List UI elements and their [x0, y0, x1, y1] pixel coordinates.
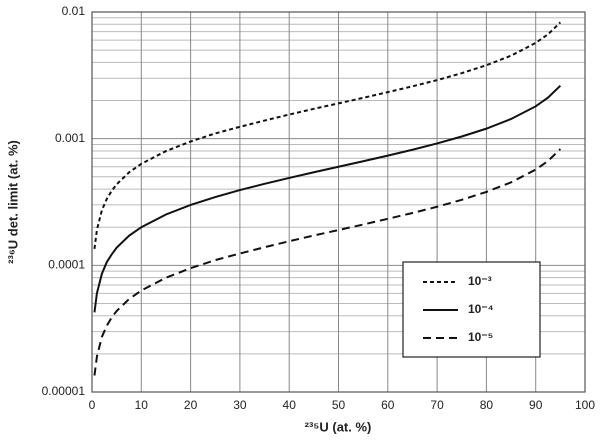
- x-tick-label: 40: [283, 398, 297, 412]
- x-tick-label: 10: [135, 398, 149, 412]
- x-axis-title: ²³⁵U (at. %): [305, 419, 372, 434]
- series-line: [93, 84, 562, 313]
- x-tick-label: 70: [430, 398, 444, 412]
- legend-label: 10⁻⁵: [468, 330, 493, 344]
- y-tick-label: 0.01: [62, 4, 86, 18]
- y-tick-label: 0.00001: [42, 384, 86, 398]
- y-tick-label: 0.001: [55, 131, 85, 145]
- x-tick-label: 30: [233, 398, 247, 412]
- x-tick-label: 60: [381, 398, 395, 412]
- x-tick-label: 90: [529, 398, 543, 412]
- series-line: [93, 148, 562, 376]
- series-line: [93, 21, 562, 249]
- x-tick-label: 0: [89, 398, 96, 412]
- legend-label: 10⁻³: [468, 274, 492, 288]
- x-tick-label: 20: [184, 398, 198, 412]
- legend-label: 10⁻⁴: [468, 302, 494, 316]
- plot-frame: [91, 11, 586, 393]
- x-tick-label: 50: [332, 398, 346, 412]
- x-tick-label: 100: [575, 398, 595, 412]
- y-tick-label: 0.0001: [48, 258, 85, 272]
- y-axis-title: ²³⁶U det. limit (at. %): [5, 140, 20, 264]
- x-tick-label: 80: [480, 398, 494, 412]
